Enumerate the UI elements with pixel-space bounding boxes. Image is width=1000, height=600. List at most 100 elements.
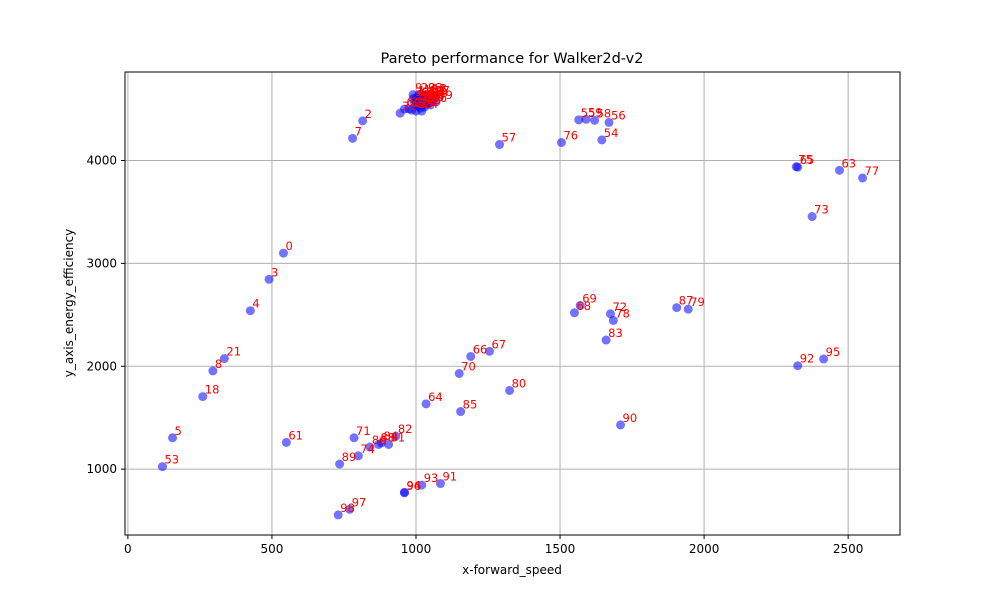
point-label: 68 bbox=[576, 299, 591, 313]
point-label: 34 bbox=[431, 83, 446, 97]
plot-frame bbox=[124, 71, 901, 536]
x-tick-label: 500 bbox=[260, 542, 283, 556]
point-label: 33 bbox=[428, 81, 443, 95]
data-point bbox=[604, 117, 614, 127]
point-label: 21 bbox=[226, 345, 241, 359]
point-label: 11 bbox=[427, 87, 442, 101]
data-point bbox=[597, 135, 607, 145]
point-label: 6 bbox=[421, 85, 428, 99]
point-label: 58 bbox=[597, 106, 612, 120]
data-point bbox=[608, 315, 618, 325]
point-label: 87 bbox=[679, 294, 694, 308]
point-label: 85 bbox=[463, 398, 478, 412]
point-label: 57 bbox=[502, 131, 517, 145]
point-label: 80 bbox=[512, 376, 527, 390]
data-point bbox=[345, 504, 355, 514]
point-label: 78 bbox=[615, 306, 630, 320]
data-point bbox=[574, 115, 584, 125]
data-point bbox=[456, 407, 466, 417]
point-label: 4 bbox=[252, 297, 259, 311]
x-tick-label: 2500 bbox=[833, 542, 864, 556]
data-point bbox=[590, 115, 600, 125]
point-label: 76 bbox=[563, 128, 578, 142]
data-point bbox=[435, 479, 445, 489]
data-point bbox=[834, 165, 844, 175]
point-label: 95 bbox=[826, 345, 841, 359]
data-point bbox=[417, 480, 427, 490]
data-point bbox=[399, 488, 409, 498]
point-label: 94 bbox=[406, 478, 421, 492]
data-point bbox=[349, 433, 359, 443]
data-point bbox=[791, 162, 801, 172]
point-label: 5 bbox=[175, 424, 182, 438]
point-label: 77 bbox=[865, 164, 880, 178]
point-label: 67 bbox=[491, 337, 506, 351]
data-point bbox=[454, 368, 464, 378]
x-tick-label: 1500 bbox=[545, 542, 576, 556]
data-point bbox=[601, 335, 611, 345]
data-point bbox=[404, 104, 414, 114]
point-label: 22 bbox=[414, 96, 429, 110]
point-label: 18 bbox=[205, 383, 220, 397]
x-axis-label: x-forward_speed bbox=[462, 563, 562, 577]
point-label: 92 bbox=[800, 352, 815, 366]
data-point bbox=[353, 451, 363, 461]
data-point bbox=[358, 116, 368, 126]
point-label: 0 bbox=[285, 239, 292, 253]
data-point bbox=[335, 459, 345, 469]
point-label: 66 bbox=[473, 342, 488, 356]
data-point bbox=[278, 248, 288, 258]
data-point bbox=[281, 437, 291, 447]
data-point bbox=[672, 303, 682, 313]
point-label: 83 bbox=[608, 326, 623, 340]
point-label: 24 bbox=[424, 97, 439, 111]
point-label: 8 bbox=[215, 357, 222, 371]
data-point bbox=[391, 431, 401, 441]
scatter-points bbox=[157, 90, 868, 520]
point-label: 19 bbox=[434, 86, 449, 100]
point-label: 89 bbox=[342, 450, 357, 464]
point-label: 74 bbox=[360, 442, 375, 456]
data-point bbox=[421, 399, 431, 409]
point-label: 84 bbox=[383, 429, 398, 443]
data-point bbox=[807, 212, 817, 222]
point-label: 99 bbox=[438, 88, 453, 102]
point-label: 61 bbox=[288, 428, 303, 442]
point-label: 14 bbox=[422, 89, 437, 103]
point-label: 60 bbox=[406, 95, 421, 109]
data-point bbox=[157, 462, 167, 472]
point-label: 93 bbox=[424, 471, 439, 485]
grid-lines bbox=[125, 72, 900, 535]
data-point bbox=[348, 133, 358, 143]
point-label: 27 bbox=[435, 84, 450, 98]
data-point bbox=[374, 439, 384, 449]
chart-title: Pareto performance for Walker2d-v2 bbox=[381, 51, 644, 67]
axis-ticks: 0 500 1000 1500 2000 2500 1000 2000 3000 4000 bbox=[86, 153, 863, 556]
point-label: 16 bbox=[428, 85, 443, 99]
data-point bbox=[581, 114, 591, 124]
point-label: 17 bbox=[431, 88, 446, 102]
point-label: 90 bbox=[623, 411, 638, 425]
point-label: 91 bbox=[442, 470, 457, 484]
point-label: 36 bbox=[432, 91, 447, 105]
data-point bbox=[616, 420, 626, 430]
point-label: 59 bbox=[588, 105, 603, 119]
data-point bbox=[466, 351, 476, 361]
point-label: 65 bbox=[800, 153, 815, 167]
y-tick-label: 1000 bbox=[86, 462, 117, 476]
point-label: 3 bbox=[271, 265, 278, 279]
point-label: 55 bbox=[581, 106, 596, 120]
point-label: 39 bbox=[424, 89, 439, 103]
point-label: 64 bbox=[428, 390, 443, 404]
y-axis-label: y_axis_energy_efficiency bbox=[62, 229, 76, 378]
point-label: 15 bbox=[425, 91, 440, 105]
point-label: 98 bbox=[340, 501, 355, 515]
data-point bbox=[556, 137, 566, 147]
point-label: 81 bbox=[391, 430, 406, 444]
point-label: 37 bbox=[415, 85, 430, 99]
point-label: 86 bbox=[372, 433, 387, 447]
data-point bbox=[683, 304, 693, 314]
point-label: 25 bbox=[427, 93, 442, 107]
point-label: 20 bbox=[419, 92, 434, 106]
